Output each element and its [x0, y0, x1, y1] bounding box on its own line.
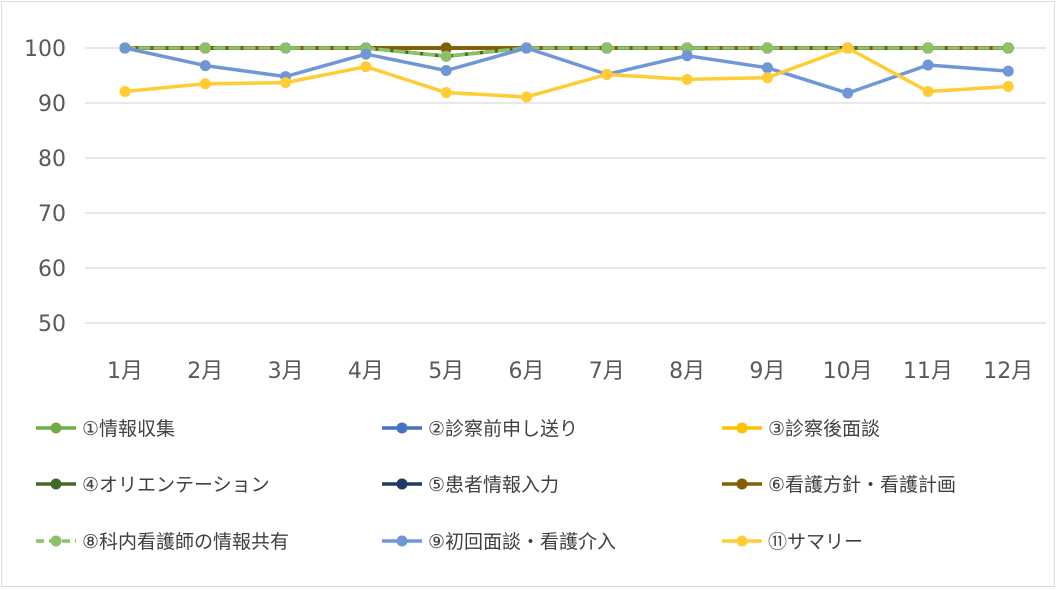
- data-point: [441, 51, 452, 62]
- legend-label: ⑨初回面談・看護介入: [428, 531, 616, 553]
- data-point: [923, 86, 934, 97]
- data-point: [360, 49, 371, 60]
- legend-item: ①情報収集: [36, 418, 175, 440]
- y-axis-ticks: 50 60 70 80 90 100: [24, 37, 66, 337]
- x-tick-label: 2月: [187, 359, 223, 384]
- legend-item: ②診察前申し送り: [382, 418, 578, 440]
- legend-label: ②診察前申し送り: [428, 418, 578, 440]
- legend-item: ⑨初回面談・看護介入: [382, 531, 616, 553]
- data-point: [360, 61, 371, 72]
- x-tick-label: 8月: [669, 359, 705, 384]
- legend-swatch-marker: [737, 479, 748, 490]
- legend-swatch-marker: [397, 536, 408, 547]
- data-point: [280, 43, 291, 54]
- data-point: [762, 72, 773, 83]
- legend-swatch-marker: [397, 479, 408, 490]
- data-point: [521, 91, 532, 102]
- series-7: [120, 43, 1014, 62]
- legend-swatch-marker: [397, 423, 408, 434]
- x-tick-label: 12月: [983, 359, 1033, 384]
- legend-item: ⑪サマリー: [722, 531, 863, 553]
- y-tick-label: 90: [38, 92, 66, 117]
- legend-label: ⑤患者情報入力: [428, 474, 559, 496]
- legend-label: ①情報収集: [82, 418, 175, 440]
- data-point: [441, 65, 452, 76]
- legend-label: ④オリエンテーション: [82, 474, 270, 496]
- data-point: [762, 62, 773, 73]
- data-point: [842, 88, 853, 99]
- x-tick-label: 1月: [107, 359, 143, 384]
- data-point: [200, 78, 211, 89]
- legend-swatch-marker: [737, 536, 748, 547]
- line-chart: 50 60 70 80 90 100 1月 2月 3月 4月 5月 6月 7月 8月 9月 10月 11月 12…: [0, 0, 1058, 590]
- data-point: [842, 43, 853, 54]
- x-axis-ticks: 1月 2月 3月 4月 5月 6月 7月 8月 9月 10月 11月 12月: [107, 359, 1033, 384]
- legend-label: ⑪サマリー: [768, 531, 863, 553]
- legend-item: ⑤患者情報入力: [382, 474, 559, 496]
- data-point: [682, 50, 693, 61]
- series-4: [120, 43, 1014, 62]
- data-point: [280, 77, 291, 88]
- data-point: [1003, 81, 1014, 92]
- y-tick-label: 100: [24, 37, 66, 62]
- x-tick-label: 6月: [509, 359, 545, 384]
- data-point: [1003, 43, 1014, 54]
- data-point: [1003, 66, 1014, 77]
- x-tick-label: 4月: [348, 359, 384, 384]
- legend-label: ⑥看護方針・看護計画: [768, 474, 956, 496]
- legend-label: ③診察後面談: [768, 418, 880, 440]
- data-point: [200, 43, 211, 54]
- legend-item: ⑥看護方針・看護計画: [722, 474, 956, 496]
- data-point: [441, 87, 452, 98]
- data-point: [200, 60, 211, 71]
- data-point: [120, 86, 131, 97]
- x-tick-label: 5月: [428, 359, 464, 384]
- data-point: [923, 43, 934, 54]
- legend-label: ⑧科内看護師の情報共有: [82, 531, 289, 553]
- legend-swatch-marker: [737, 423, 748, 434]
- legend-item: ⑧科内看護師の情報共有: [36, 531, 289, 553]
- data-point: [682, 74, 693, 85]
- x-tick-label: 9月: [749, 359, 785, 384]
- data-point: [120, 43, 131, 54]
- legend-swatch-marker: [51, 479, 62, 490]
- y-tick-label: 70: [38, 202, 66, 227]
- x-tick-label: 11月: [903, 359, 953, 384]
- legend-item: ③診察後面談: [722, 418, 880, 440]
- data-point: [923, 60, 934, 71]
- data-point: [521, 43, 532, 54]
- legend-item: ④オリエンテーション: [36, 474, 270, 496]
- data-point: [601, 69, 612, 80]
- x-tick-label: 10月: [823, 359, 873, 384]
- y-tick-label: 60: [38, 257, 66, 282]
- data-point: [601, 43, 612, 54]
- series-8: [120, 43, 1014, 99]
- legend-swatch-marker: [51, 423, 62, 434]
- series-lines: [120, 43, 1014, 103]
- y-tick-label: 80: [38, 147, 66, 172]
- legend: ①情報収集 ②診察前申し送り ③診察後面談 ④オリエンテーション ⑤患者情報入力 ⑥看護方…: [36, 418, 956, 553]
- data-point: [762, 43, 773, 54]
- legend-swatch-marker: [51, 536, 62, 547]
- x-tick-label: 3月: [268, 359, 304, 384]
- gridlines: [85, 48, 1046, 323]
- y-tick-label: 50: [38, 312, 66, 337]
- x-tick-label: 7月: [589, 359, 625, 384]
